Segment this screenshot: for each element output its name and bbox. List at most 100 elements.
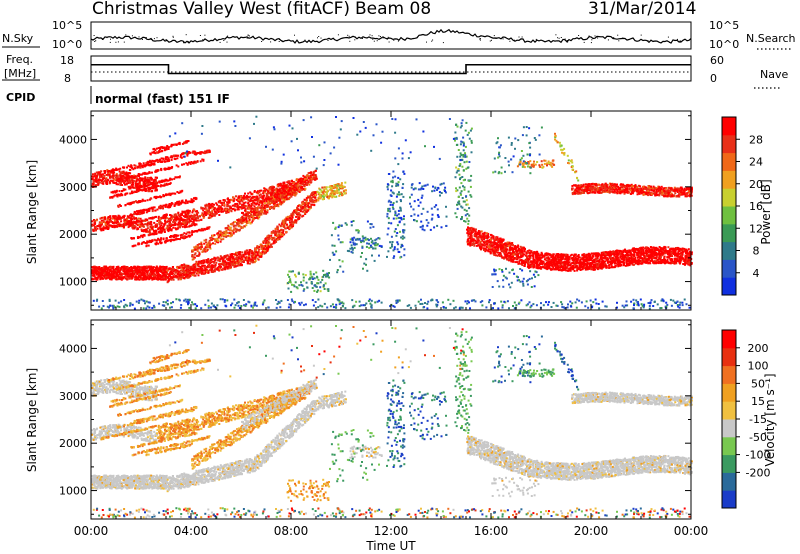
echo-point [240,254,243,257]
echo-point [124,173,127,176]
nave-tick-low: 0 [710,72,717,85]
echo-point [477,230,480,232]
beam-label: Beam 08 [355,0,431,19]
noise-search-point [564,38,566,40]
echo-point [511,242,514,245]
echo-point [129,181,132,184]
echo-point [577,261,580,264]
echo-point [276,238,279,241]
echo-point [600,261,603,264]
echo-point [554,266,557,269]
echo-point [102,269,105,272]
echo-point [500,247,502,250]
echo-point [177,277,180,280]
noise-search-point [320,37,322,39]
noise-search-point [110,38,111,40]
echo-point [178,266,181,269]
echo-point [502,251,505,254]
echo-point [305,202,308,205]
echo-point [248,262,251,265]
echo-point [590,267,593,270]
echo-point [507,257,510,260]
echo-point [596,265,599,268]
echo-point [256,257,259,260]
noise-search-point [109,41,111,43]
echo-point [242,255,245,258]
freq-label-line2: [MHz] [4,67,36,80]
echo-point [119,172,122,175]
echo-point [105,180,108,183]
echo-point [481,237,484,240]
echo-point [489,240,492,243]
echo-point [340,184,343,187]
echo-point [152,277,155,280]
echo-point [129,277,132,280]
freq-label-line1: Freq. [6,53,33,66]
echo-point [597,254,600,257]
echo-point [663,260,666,263]
echo-point [684,255,687,258]
echo-point [331,185,333,187]
cpid-program: normal (fast) 151 IF [95,92,230,106]
echo-point [136,272,139,275]
echo-point [653,250,656,253]
echo-point [639,247,642,250]
echo-point [490,234,493,237]
echo-point [325,192,328,195]
echo-point [467,237,470,240]
echo-point [526,251,529,254]
echo-point [521,251,524,254]
echo-point [499,252,502,255]
echo-point [259,255,262,258]
echo-point [283,226,286,228]
echo-point [525,261,527,264]
echo-point [310,193,313,195]
echo-point [660,250,663,253]
noise-search-point [483,35,485,37]
echo-point [295,219,298,222]
echo-point [139,276,142,279]
noise-search-point [489,40,491,42]
noise-search-point [348,35,350,37]
echo-point [313,204,316,207]
echo-point [673,260,676,263]
echo-point [478,236,480,239]
echo-point [666,253,669,256]
noise-search-point [140,38,142,40]
echo-point [679,261,682,264]
echo-point [151,190,154,193]
echo-point [475,232,477,235]
echo-point [170,268,173,271]
echo-point [507,244,510,247]
echo-point [253,252,256,255]
echo-point [209,259,212,261]
noise-search-point [248,35,250,37]
noise-search-point [502,38,504,40]
echo-point [157,271,160,274]
echo-point [518,249,521,252]
noise-search-point [327,40,329,41]
echo-point [604,255,607,257]
noise-search-point [354,36,356,38]
echo-point [596,252,599,255]
echo-point [589,265,592,268]
echo-point [301,206,304,209]
echo-point [572,262,574,264]
echo-point [142,278,145,281]
echo-point [606,259,609,262]
noise-search-point [123,41,125,43]
echo-point [517,262,520,265]
echo-point [163,269,166,272]
echo-point [524,254,527,257]
echo-point [135,180,138,183]
echo-point [259,251,261,254]
echo-point [607,261,609,264]
echo-point [547,256,550,259]
echo-point [155,267,158,270]
noise-search-point [431,40,433,42]
noise-search-point [153,38,155,40]
echo-point [313,200,316,203]
echo-point [309,205,312,208]
echo-point [645,250,648,253]
echo-point [314,194,317,196]
